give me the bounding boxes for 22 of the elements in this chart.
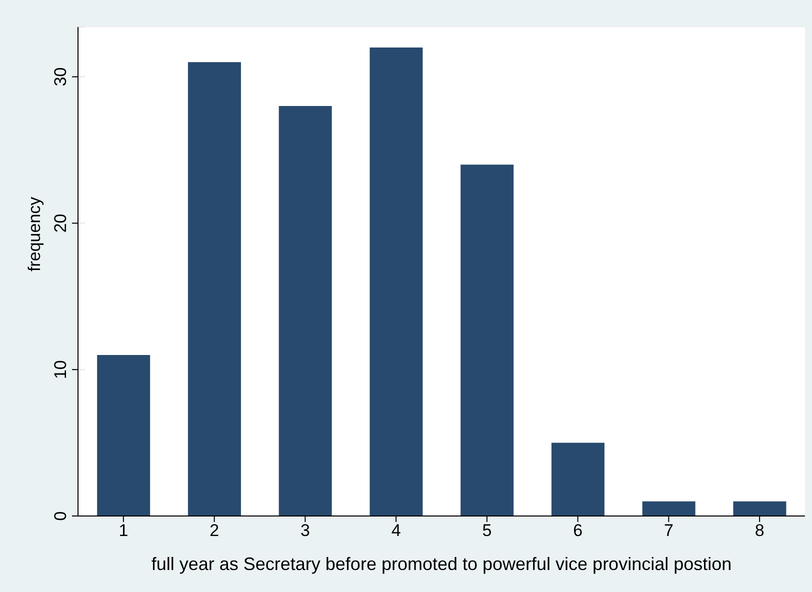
y-tick-label: 10 [51, 360, 70, 380]
y-tick-label: 30 [51, 67, 70, 86]
x-tick-label: 8 [754, 521, 764, 540]
bar [278, 106, 332, 516]
x-tick-label: 1 [118, 521, 128, 540]
bar [642, 501, 696, 516]
bar [97, 354, 150, 516]
y-tick-label: 20 [51, 214, 70, 233]
x-tick-label: 2 [210, 521, 220, 540]
x-tick-label: 7 [664, 521, 674, 540]
y-tick-label: 0 [51, 511, 70, 521]
x-tick-label: 5 [482, 521, 492, 540]
x-tick-label: 4 [391, 521, 401, 540]
bar [733, 501, 786, 516]
x-tick-label: 3 [300, 521, 310, 540]
x-axis-title: full year as Secretary before promoted to powerful vice provincial postion [151, 554, 732, 574]
bar [460, 164, 514, 516]
bar [188, 62, 241, 516]
y-axis-title: frequency [25, 196, 44, 272]
x-tick-label: 6 [573, 521, 583, 540]
bar [551, 442, 604, 516]
bar [370, 47, 423, 516]
